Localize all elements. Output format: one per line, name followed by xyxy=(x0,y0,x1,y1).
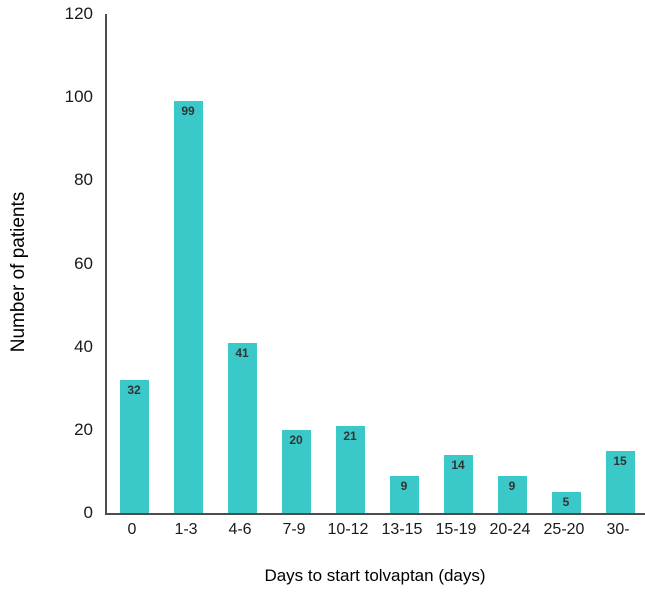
y-tick-label: 20 xyxy=(74,419,93,439)
y-tick-label: 0 xyxy=(83,503,93,522)
bar-slot: 99 xyxy=(161,14,215,513)
bar-value-label: 9 xyxy=(400,478,408,493)
x-tick-label: 10-12 xyxy=(327,521,369,538)
x-tick-label: 30- xyxy=(606,521,630,538)
bar-slot: 20 xyxy=(269,14,323,513)
x-tick-label: 7-9 xyxy=(282,521,306,538)
bar: 99 xyxy=(173,101,203,513)
bar-slot: 15 xyxy=(593,14,645,513)
plot-area: 32 99 41 20 21 9 14 9 5 15 xyxy=(105,14,645,515)
bar: 32 xyxy=(119,379,149,513)
x-tick-label: 20-24 xyxy=(489,521,531,538)
bar: 21 xyxy=(335,425,365,513)
bar-value-label: 5 xyxy=(562,495,570,510)
y-tick-label: 80 xyxy=(74,170,93,190)
bar-slot: 5 xyxy=(539,14,593,513)
bar-slot: 32 xyxy=(107,14,161,513)
x-tick-label: 25-20 xyxy=(543,521,585,538)
bar-slot: 14 xyxy=(431,14,485,513)
y-tick-label: 100 xyxy=(64,87,93,107)
x-tick-label: 4-6 xyxy=(228,521,252,538)
bar: 9 xyxy=(389,475,419,513)
bar: 9 xyxy=(497,475,527,513)
x-tick-label: 15-19 xyxy=(435,521,477,538)
bar: 41 xyxy=(227,342,257,513)
bar-slot: 41 xyxy=(215,14,269,513)
x-axis-ticks: 0 1-3 4-6 7-9 10-12 13-15 15-19 20-24 25-20 30- xyxy=(105,521,645,539)
bar-value-label: 9 xyxy=(508,478,516,493)
x-axis-title: Days to start tolvaptan (days) xyxy=(264,566,486,585)
bar-slot: 21 xyxy=(323,14,377,513)
y-tick-label: 120 xyxy=(64,4,93,23)
x-tick-label: 1-3 xyxy=(174,521,198,538)
y-tick-label: 40 xyxy=(74,336,93,356)
bar: 5 xyxy=(551,492,581,513)
bars-container: 32 99 41 20 21 9 14 9 5 15 xyxy=(107,14,645,513)
y-axis-ticks: 0 20 40 60 80 100 120 xyxy=(0,4,93,522)
bar: 20 xyxy=(281,429,311,513)
bar-value-label: 41 xyxy=(235,345,249,360)
bar-value-label: 32 xyxy=(127,382,141,397)
bar-value-label: 15 xyxy=(613,453,627,468)
bar: 14 xyxy=(443,454,473,513)
bar-value-label: 20 xyxy=(289,432,303,447)
bar-slot: 9 xyxy=(377,14,431,513)
x-tick-label: 0 xyxy=(127,521,137,538)
x-tick-label: 13-15 xyxy=(381,521,423,538)
bar-value-label: 99 xyxy=(181,104,195,119)
bar-value-label: 14 xyxy=(451,457,465,472)
y-tick-label: 60 xyxy=(74,253,93,273)
bar-value-label: 21 xyxy=(343,428,357,443)
bar: 15 xyxy=(605,450,635,513)
bar-slot: 9 xyxy=(485,14,539,513)
